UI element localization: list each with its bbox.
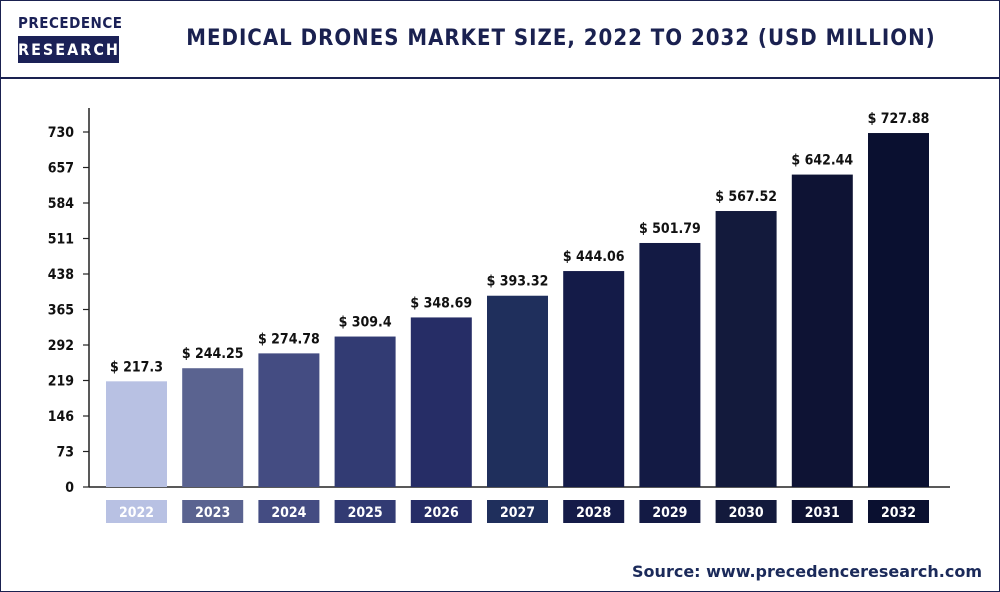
bar-2031 [791,174,853,487]
y-tick-label: 438 [48,267,74,283]
x-tick-label: 2023 [195,505,230,521]
x-tick-label: 2027 [500,505,535,521]
x-tick-box-2029 [639,500,701,523]
source-credit: Source: www.precedenceresearch.com [632,562,982,581]
bar-2027 [487,295,548,487]
data-label-2025: $ 309.4 [339,315,392,331]
x-tick-box-2032 [868,500,929,523]
x-tick-box-2024 [258,500,320,523]
bar-2030 [715,211,777,487]
y-tick-label: 511 [48,232,74,248]
bar-2024 [258,353,320,487]
x-tick-label: 2022 [119,505,154,521]
y-tick-label: 73 [56,445,74,461]
data-label-2032: $ 727.88 [868,111,930,127]
x-tick-box-2023 [182,500,244,523]
header: PRECEDENCE RESEARCH MEDICAL DRONES MARKE… [1,1,999,79]
x-tick-box-2030 [715,500,777,523]
data-label-2026: $ 348.69 [410,295,472,311]
data-label-2029: $ 501.79 [639,221,701,237]
y-tick-label: 584 [48,196,75,212]
y-tick-label: 0 [65,480,74,496]
x-tick-label: 2029 [652,505,687,521]
x-tick-box-2025 [334,500,396,523]
bar-2028 [563,271,625,487]
x-tick-label: 2032 [881,505,916,521]
bar-2032 [868,133,929,488]
x-tick-box-2026 [410,500,472,523]
bar-2025 [334,336,396,487]
y-tick-label: 146 [48,409,75,425]
bar-2029 [639,242,701,487]
x-tick-box-2028 [563,500,625,523]
data-label-2024: $ 274.78 [258,331,320,347]
data-label-2030: $ 567.52 [715,189,777,205]
x-tick-label: 2030 [729,505,764,521]
data-label-2028: $ 444.06 [563,249,625,265]
y-tick-label: 730 [48,125,75,141]
logo-line-2: RESEARCH [18,36,119,63]
x-tick-label: 2028 [576,505,611,521]
precedence-research-logo: PRECEDENCE RESEARCH [18,13,123,63]
logo-line-1: PRECEDENCE [18,14,123,32]
x-tick-box-2031 [791,500,853,523]
y-tick-label: 292 [48,338,74,354]
bar-2026 [410,317,472,487]
y-tick-label: 219 [48,374,74,390]
x-tick-box-2022 [106,500,167,523]
bar-2022 [106,381,167,487]
x-tick-box-2027 [487,500,548,523]
y-tick-label: 657 [48,161,74,177]
x-tick-label: 2031 [805,505,840,521]
y-tick-label: 365 [48,303,74,319]
data-label-2027: $ 393.32 [487,274,549,290]
chart-title: MEDICAL DRONES MARKET SIZE, 2022 TO 2032… [186,26,936,51]
bar-2023 [182,368,244,487]
data-label-2031: $ 642.44 [791,153,853,169]
x-tick-label: 2026 [424,505,459,521]
x-tick-label: 2025 [348,505,383,521]
x-tick-label: 2024 [271,505,306,521]
data-label-2022: $ 217.3 [110,359,163,375]
data-label-2023: $ 244.25 [182,346,244,362]
